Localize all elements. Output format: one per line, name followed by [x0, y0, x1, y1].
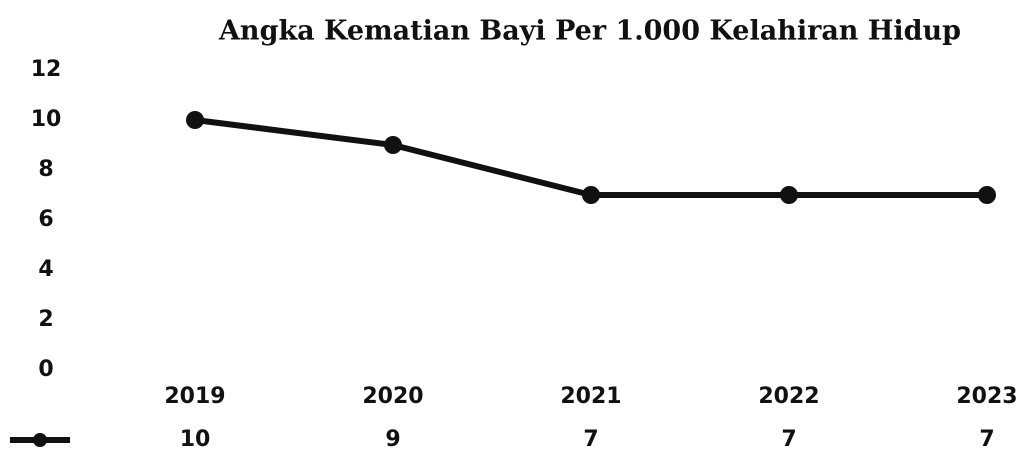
y-tick-label: 10: [31, 107, 62, 132]
legend-marker-dot: [33, 433, 47, 447]
y-tick-label: 8: [38, 157, 53, 182]
table-value: 7: [781, 427, 796, 452]
y-tick-label: 2: [38, 307, 53, 332]
data-point: [186, 111, 204, 129]
x-tick-label: 2022: [758, 384, 819, 409]
data-point: [582, 186, 600, 204]
table-value: 9: [385, 427, 400, 452]
table-value: 7: [979, 427, 994, 452]
series-line: [194, 117, 987, 198]
y-tick-label: 6: [38, 207, 53, 232]
x-tick-label: 2020: [362, 384, 423, 409]
x-tick-label: 2021: [560, 384, 621, 409]
chart-title: Angka Kematian Bayi Per 1.000 Kelahiran …: [218, 16, 961, 47]
data-point: [384, 136, 402, 154]
y-tick-label: 4: [38, 257, 53, 282]
table-value: 10: [180, 427, 211, 452]
y-tick-label: 0: [38, 357, 53, 382]
table-value: 7: [583, 427, 598, 452]
data-point: [780, 186, 798, 204]
x-tick-label: 2019: [164, 384, 225, 409]
y-tick-label: 12: [31, 57, 62, 82]
data-point: [978, 186, 996, 204]
x-tick-label: 2023: [956, 384, 1017, 409]
